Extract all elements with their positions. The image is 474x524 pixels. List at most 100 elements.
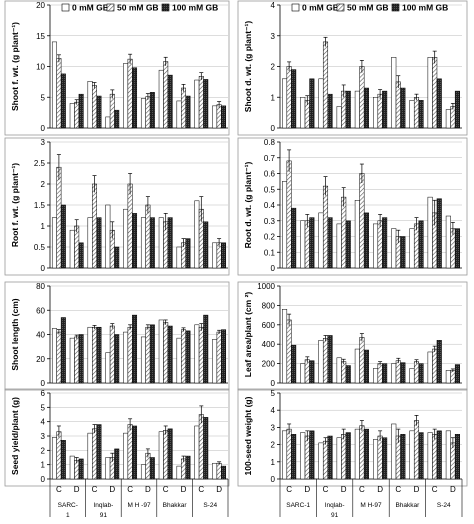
bar — [194, 324, 200, 384]
x-treatment-label: D — [74, 485, 80, 494]
bar — [105, 116, 111, 129]
bar — [436, 340, 442, 384]
y-tick-label: 1 — [271, 93, 276, 102]
bar — [341, 361, 347, 384]
bar — [345, 220, 351, 269]
bar — [377, 435, 383, 480]
bar — [409, 100, 415, 129]
bar — [318, 442, 324, 480]
bar — [185, 95, 191, 129]
bar — [60, 73, 66, 129]
bar — [322, 440, 329, 480]
bar — [185, 238, 191, 269]
y-tick-label: 80 — [36, 282, 45, 291]
bar — [212, 242, 218, 269]
x-cultivar-label: SARC- — [58, 502, 78, 509]
bar — [382, 437, 388, 480]
bar — [391, 363, 397, 384]
bar — [291, 69, 297, 129]
bar — [149, 92, 155, 129]
bar — [105, 204, 111, 269]
bar — [336, 437, 342, 480]
x-treatment-label: D — [145, 485, 151, 494]
y-tick-label: 1000 — [257, 282, 275, 291]
bar — [60, 440, 66, 480]
x-treatment-label: C — [92, 485, 98, 494]
bar — [114, 448, 120, 480]
bar — [336, 223, 342, 269]
bar — [359, 337, 365, 384]
panel-frame — [4, 0, 230, 136]
bar — [145, 96, 151, 129]
bar — [127, 326, 133, 384]
bar — [92, 183, 97, 269]
bar — [181, 458, 186, 480]
bar — [373, 97, 379, 129]
bar — [96, 424, 102, 480]
bar — [167, 217, 173, 269]
y-tick-label: 1 — [41, 222, 46, 231]
bar — [286, 160, 292, 269]
x-cultivar-label: Bhakkar — [395, 502, 420, 509]
bar — [454, 90, 460, 129]
bar — [341, 434, 347, 480]
x-cultivar-label: Inqlab- — [325, 502, 345, 509]
bar — [87, 326, 93, 384]
x-treatment-label: D — [216, 485, 222, 494]
bar — [78, 334, 84, 384]
bar — [377, 363, 383, 384]
bar — [413, 420, 420, 480]
legend: 0 mM GB 50 mM GB 100 mM GB — [61, 3, 218, 13]
bar — [127, 183, 133, 269]
y-tick-label: 0 — [41, 379, 46, 388]
bar — [445, 215, 451, 269]
bar — [96, 217, 102, 269]
panel-frame — [237, 0, 468, 136]
legend-label: 0 mM GB — [302, 3, 339, 13]
bar — [158, 217, 164, 269]
y-tick-label: 15 — [36, 32, 45, 41]
panel-frame — [4, 137, 230, 276]
y-tick-label: 4 — [41, 418, 46, 427]
x-treatment-label: D — [341, 485, 347, 494]
x-treatment-label: C — [395, 485, 401, 494]
y-tick-label: 0 — [271, 379, 276, 388]
bar — [395, 360, 401, 384]
bar — [354, 200, 360, 269]
bar — [282, 430, 288, 480]
x-treatment-label: D — [377, 485, 383, 494]
bar — [69, 229, 75, 269]
x-treatment-label: C — [127, 485, 133, 494]
bar — [282, 309, 288, 384]
bar — [450, 106, 456, 129]
bar — [78, 242, 84, 269]
bar — [363, 87, 369, 129]
bar — [221, 242, 227, 269]
y-tick-label: 2.5 — [34, 159, 46, 168]
y-tick-label: 1 — [271, 458, 276, 467]
bar — [373, 439, 379, 480]
y-tick-label: 600 — [262, 321, 276, 330]
bar — [354, 90, 360, 129]
y-tick-label: 5 — [271, 389, 276, 398]
chart-root_dw: 0 0.1 0.2 0.3 0.4 0.5 0.6 0.7 0.8 Root d. wt. (g … — [237, 137, 468, 276]
y-tick-label: 3 — [271, 423, 276, 432]
x-treatment-label: C — [359, 485, 365, 494]
bar — [395, 81, 401, 129]
bar — [304, 220, 310, 269]
bar — [105, 457, 111, 480]
bar — [436, 198, 442, 269]
chart-shoot_len: 0 20 40 60 80 Shoot length (cm) — [4, 281, 230, 391]
y-tick-label: 200 — [262, 360, 276, 369]
bar — [286, 428, 292, 480]
y-tick-label: 0 — [271, 264, 276, 273]
bar — [149, 457, 155, 480]
y-tick-label: 5 — [41, 93, 46, 102]
bar — [105, 352, 111, 384]
chart-seed_weight: 0 1 2 3 4 5 100-seed weight (g) C D C D C D C D C D SARC-… — [237, 388, 468, 519]
y-tick-label: 0 — [271, 124, 276, 133]
x-treatment-label: D — [414, 485, 420, 494]
bar — [436, 430, 442, 480]
bar — [400, 434, 406, 480]
y-tick-label: 2 — [271, 441, 276, 450]
